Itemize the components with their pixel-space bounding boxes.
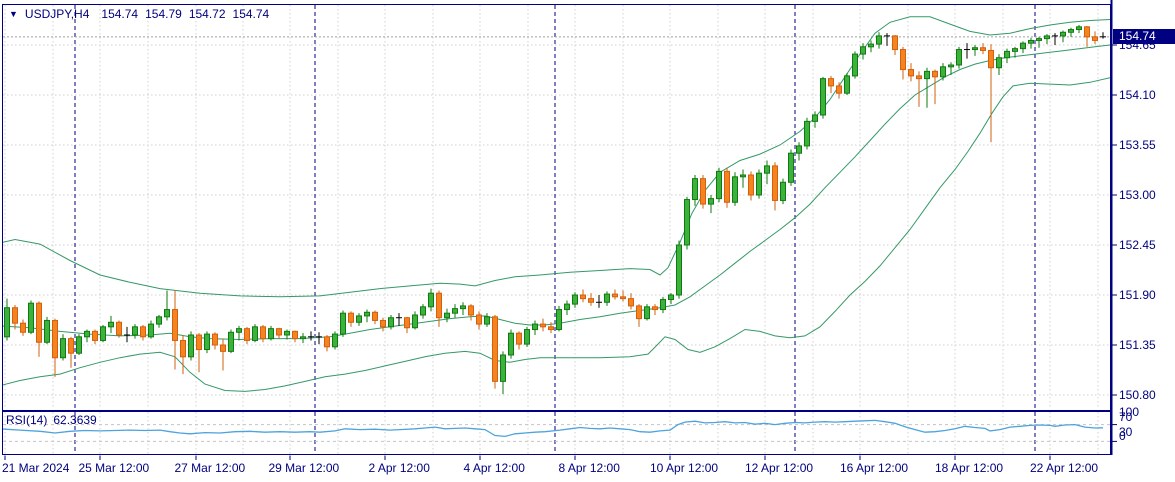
rsi-axis-label: 70 <box>1119 409 1133 424</box>
chart-header: ▼ USDJPY,H4 154.74 154.79 154.72 154.74 <box>9 7 276 21</box>
time-axis-label: 29 Mar 12:00 <box>268 461 340 475</box>
time-axis-label: 2 Apr 12:00 <box>368 461 430 475</box>
time-axis-label: 27 Mar 12:00 <box>174 461 246 475</box>
time-axis-label: 18 Apr 12:00 <box>935 461 1004 475</box>
time-axis-label: 25 Mar 12:00 <box>78 461 150 475</box>
price-axis-label: 153.00 <box>1119 187 1156 202</box>
time-axis-label: 10 Apr 12:00 <box>650 461 719 475</box>
ohlc-close: 154.74 <box>232 7 270 21</box>
rsi-indicator-value: 62.3639 <box>53 413 97 427</box>
rsi-axis-label: 100 <box>1119 405 1140 419</box>
time-axis-label: 22 Apr 12:00 <box>1030 461 1099 475</box>
price-axis-label: 153.55 <box>1119 137 1156 152</box>
price-axis-label: 152.45 <box>1119 237 1156 252</box>
rsi-axis-label: 0 <box>1119 429 1126 443</box>
price-axis-label: 154.10 <box>1119 87 1156 102</box>
time-axis-label: 8 Apr 12:00 <box>558 461 620 475</box>
price-axis-label: 151.90 <box>1119 287 1156 302</box>
price-axis-label: 151.35 <box>1119 337 1156 352</box>
rsi-indicator-header: RSI(14) 62.3639 <box>6 413 97 427</box>
symbol-period-label: USDJPY,H4 <box>24 7 90 21</box>
time-axis-label: 16 Apr 12:00 <box>840 461 909 475</box>
ohlc-high: 154.79 <box>145 7 182 21</box>
ohlc-open: 154.74 <box>101 7 139 21</box>
price-axis-label: 150.80 <box>1119 387 1156 402</box>
time-axis-label: 4 Apr 12:00 <box>463 461 525 475</box>
symbol-dropdown-icon[interactable]: ▼ <box>9 9 18 19</box>
time-axis-label: 12 Apr 12:00 <box>745 461 814 475</box>
rsi-axis-label: 30 <box>1119 424 1133 439</box>
rsi-indicator-label: RSI(14) <box>6 413 48 427</box>
ohlc-low: 154.72 <box>188 7 226 21</box>
time-axis-label: 21 Mar 2024 <box>2 461 70 475</box>
current-price-tag: 154.74 <box>1113 29 1175 44</box>
